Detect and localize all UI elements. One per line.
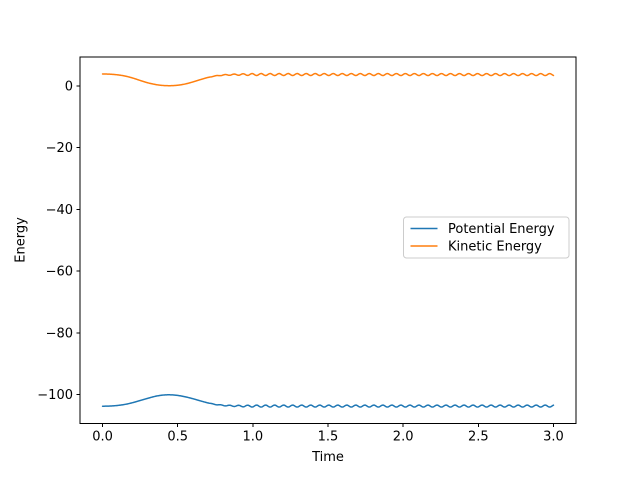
legend: Potential Energy Kinetic Energy [403, 216, 570, 259]
legend-label-potential-energy: Potential Energy [448, 222, 555, 237]
y-axis-ticks: 0 −20 −40 −60 −80 −100 [37, 79, 80, 403]
x-tick-label: 0.5 [167, 430, 188, 445]
x-tick-label: 1.5 [318, 430, 339, 445]
y-tick-label: −60 [46, 265, 73, 280]
x-tick-label: 1.0 [243, 430, 264, 445]
y-tick-label: −20 [46, 141, 73, 156]
x-axis-ticks: 0.0 0.5 1.0 1.5 2.0 2.5 3.0 [92, 423, 564, 445]
legend-label-kinetic-energy: Kinetic Energy [448, 240, 542, 255]
x-tick-label: 2.0 [393, 430, 414, 445]
y-axis-label: Energy [14, 217, 29, 263]
x-tick-label: 2.5 [468, 430, 489, 445]
y-tick-label: −100 [37, 388, 73, 403]
x-tick-label: 3.0 [543, 430, 564, 445]
legend-frame [403, 216, 570, 259]
y-tick-label: −40 [46, 203, 73, 218]
series-line-potential-energy [101, 394, 555, 408]
x-tick-label: 0.0 [92, 430, 113, 445]
x-axis-label: Time [311, 450, 344, 465]
series-line-kinetic-energy [101, 72, 555, 87]
y-tick-label: 0 [65, 79, 73, 94]
y-tick-label: −80 [46, 326, 73, 341]
series-lines [101, 72, 555, 408]
